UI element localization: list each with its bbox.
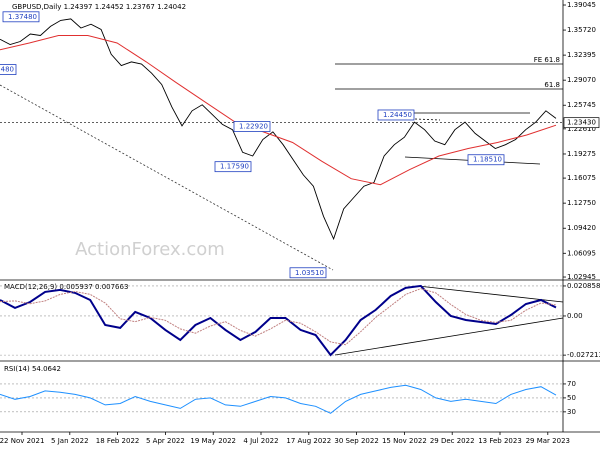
y-tick-label: 1.35720 bbox=[567, 26, 596, 34]
y-tick-label: 1.39045 bbox=[567, 1, 596, 9]
price-label: 1.03510 bbox=[295, 269, 324, 277]
price-box bbox=[467, 154, 505, 166]
y-tick-label: 0.00 bbox=[567, 312, 583, 320]
x-tick-label: 18 Feb 2022 bbox=[96, 437, 140, 445]
y-tick-label: 1.22610 bbox=[567, 125, 596, 133]
trend-line bbox=[0, 84, 334, 271]
y-tick-label: 0.020858 bbox=[567, 282, 600, 290]
trend-line bbox=[334, 317, 564, 356]
price-label: 1.24450 bbox=[383, 111, 412, 119]
trend-line bbox=[414, 118, 441, 121]
price-label: 1.37480 bbox=[8, 13, 37, 21]
price-box bbox=[0, 64, 17, 75]
trend-line bbox=[417, 285, 564, 303]
x-tick-label: 30 Sep 2022 bbox=[334, 437, 378, 445]
y-tick-label: 70 bbox=[567, 380, 576, 388]
x-tick-label: 19 May 2022 bbox=[190, 437, 236, 445]
x-tick-label: 29 Dec 2022 bbox=[430, 437, 475, 445]
price-label: 1.18510 bbox=[473, 156, 502, 164]
y-tick-label: 1.12750 bbox=[567, 199, 596, 207]
y-tick-label: 1.25745 bbox=[567, 101, 596, 109]
y-tick-label: 1.09420 bbox=[567, 224, 596, 232]
series-line bbox=[0, 35, 557, 186]
price-box bbox=[377, 109, 415, 121]
y-tick-label: 1.02945 bbox=[567, 273, 596, 281]
y-tick-label: 1.29070 bbox=[567, 76, 596, 84]
price-box bbox=[289, 267, 327, 279]
macd-title: MACD(12,26,9) 0.005937 0.007663 bbox=[4, 283, 128, 291]
x-tick-label: 22 Nov 2021 bbox=[0, 437, 44, 445]
y-tick-label: 1.16075 bbox=[567, 174, 596, 182]
price-label: 1.17590 bbox=[220, 163, 249, 171]
series-line bbox=[0, 284, 557, 357]
price-label: 480 bbox=[1, 66, 14, 74]
series-line bbox=[0, 18, 557, 241]
x-tick-label: 4 Jul 2022 bbox=[243, 437, 278, 445]
chart-title: GBPUSD,Daily 1.24397 1.24452 1.23767 1.2… bbox=[12, 3, 186, 11]
x-tick-label: 15 Nov 2022 bbox=[382, 437, 427, 445]
level-label: FE 61.8 bbox=[534, 56, 560, 64]
price-box bbox=[214, 161, 252, 173]
x-tick-label: 17 Aug 2022 bbox=[286, 437, 331, 445]
y-tick-label: -0.027213 bbox=[567, 351, 600, 359]
y-tick-label: 1.06095 bbox=[567, 249, 596, 257]
rsi-title: RSI(14) 54.0642 bbox=[4, 365, 61, 373]
price-box bbox=[2, 11, 40, 23]
y-tick-label: 1.19275 bbox=[567, 150, 596, 158]
current-label: 1.23430 bbox=[567, 119, 596, 127]
x-tick-label: 5 Jan 2022 bbox=[51, 437, 89, 445]
price-box bbox=[233, 121, 271, 132]
watermark: ActionForex.com bbox=[75, 239, 225, 260]
x-tick-label: 13 Feb 2023 bbox=[478, 437, 522, 445]
y-tick-label: 50 bbox=[567, 394, 576, 402]
series-line bbox=[0, 384, 557, 414]
y-tick-label: 30 bbox=[567, 408, 576, 416]
current-box bbox=[563, 117, 600, 129]
y-tick-label: 1.32395 bbox=[567, 51, 596, 59]
level-label: 61.8 bbox=[544, 81, 560, 89]
x-tick-label: 5 Apr 2022 bbox=[146, 437, 185, 445]
x-tick-label: 29 Mar 2023 bbox=[526, 437, 570, 445]
series-line bbox=[0, 288, 557, 346]
price-label: 1.22920 bbox=[239, 123, 268, 131]
